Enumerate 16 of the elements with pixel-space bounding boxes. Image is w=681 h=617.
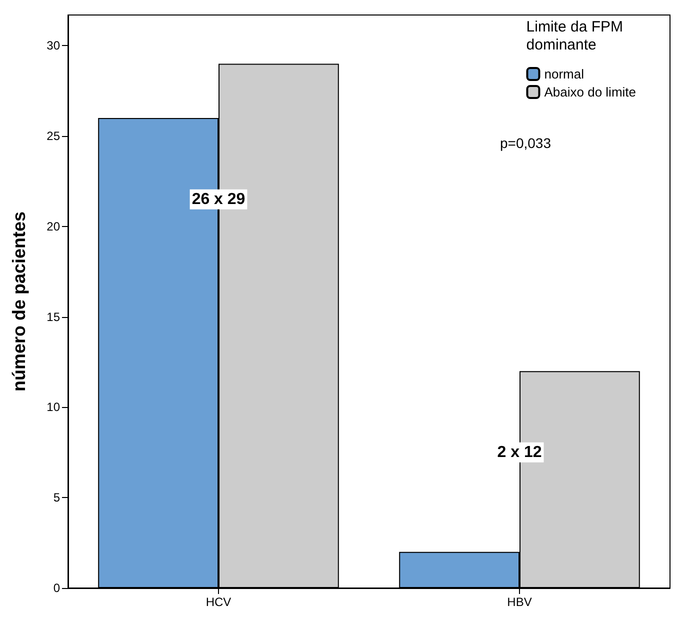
y-tick-label: 10 [46, 400, 60, 414]
x-tick-label: HCV [206, 595, 232, 609]
annotation: 2 x 12 [497, 444, 542, 461]
legend-label: normal [544, 66, 584, 82]
y-tick-label: 30 [46, 38, 60, 53]
y-axis-title: número de pacientes [9, 211, 29, 392]
annotation: 26 x 29 [192, 190, 246, 208]
legend-label: Abaixo do limite [544, 84, 636, 100]
annotation: p=0,033 [500, 135, 552, 151]
y-tick-label: 15 [46, 310, 60, 324]
legend-title: Limite da FPM dominante [526, 18, 624, 54]
y-tick-label: 0 [53, 581, 60, 595]
y-tick-label: 20 [46, 219, 60, 234]
x-tick-label: HBV [507, 595, 532, 609]
y-tick-label: 5 [53, 490, 60, 505]
y-tick-label: 25 [46, 129, 60, 144]
